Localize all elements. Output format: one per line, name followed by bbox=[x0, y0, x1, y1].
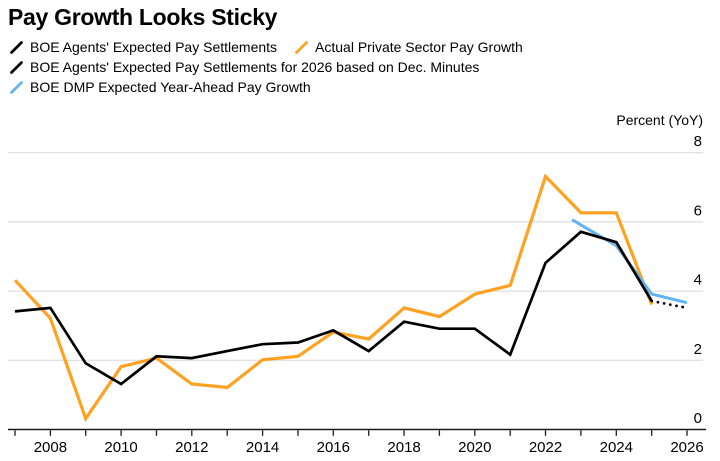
line-swatch-icon bbox=[295, 40, 308, 54]
y-axis-label-8: 8 bbox=[694, 133, 702, 150]
y-axis-unit-label: Percent (YoY) bbox=[616, 112, 703, 128]
x-axis-label-2012: 2012 bbox=[175, 439, 208, 456]
series-line-actual-pay-growth bbox=[13, 173, 654, 423]
line-swatch-icon bbox=[10, 60, 23, 74]
y-axis-label-2: 2 bbox=[694, 341, 702, 358]
legend-label: Actual Private Sector Pay Growth bbox=[315, 39, 523, 55]
legend-label: BOE Agents' Expected Pay Settlements bbox=[30, 39, 278, 55]
y-axis-label-0: 0 bbox=[694, 410, 702, 427]
series-line-agents-expected bbox=[14, 230, 653, 386]
legend-item: Actual Private Sector Pay Growth bbox=[295, 39, 523, 55]
line-swatch-icon bbox=[10, 40, 23, 54]
series-line-dmp-expected bbox=[571, 218, 688, 305]
legend-row-1: BOE Agents' Expected Pay Settlements Actu… bbox=[10, 39, 523, 55]
y-axis-label-6: 6 bbox=[694, 202, 702, 219]
x-axis-label-2018: 2018 bbox=[387, 439, 420, 456]
legend-label: BOE DMP Expected Year-Ahead Pay Growth bbox=[30, 79, 311, 95]
x-axis-label-2008: 2008 bbox=[34, 439, 67, 456]
page-title: Pay Growth Looks Sticky bbox=[8, 4, 278, 30]
x-axis-label-2024: 2024 bbox=[600, 439, 633, 456]
legend-row-2: BOE Agents' Expected Pay Settlements for… bbox=[10, 59, 523, 75]
legend-item: BOE DMP Expected Year-Ahead Pay Growth bbox=[10, 79, 311, 95]
x-axis-label-2022: 2022 bbox=[529, 439, 562, 456]
x-axis-label-2016: 2016 bbox=[317, 439, 350, 456]
x-axis-label-2010: 2010 bbox=[104, 439, 137, 456]
legend-item: BOE Agents' Expected Pay Settlements bbox=[10, 39, 277, 55]
x-axis-label-2020: 2020 bbox=[458, 439, 491, 456]
chart-legend: BOE Agents' Expected Pay Settlements Actu… bbox=[10, 39, 523, 95]
legend-row-3: BOE DMP Expected Year-Ahead Pay Growth bbox=[10, 79, 523, 95]
x-axis-label-2026: 2026 bbox=[670, 439, 703, 456]
y-axis-label-4: 4 bbox=[694, 272, 702, 289]
legend-label: BOE Agents' Expected Pay Settlements for… bbox=[30, 59, 480, 75]
x-axis-label-2014: 2014 bbox=[246, 439, 279, 456]
line-swatch-icon bbox=[10, 80, 23, 94]
legend-item: BOE Agents' Expected Pay Settlements for… bbox=[10, 59, 479, 75]
series-line-agents-expected-2026 bbox=[650, 299, 689, 310]
